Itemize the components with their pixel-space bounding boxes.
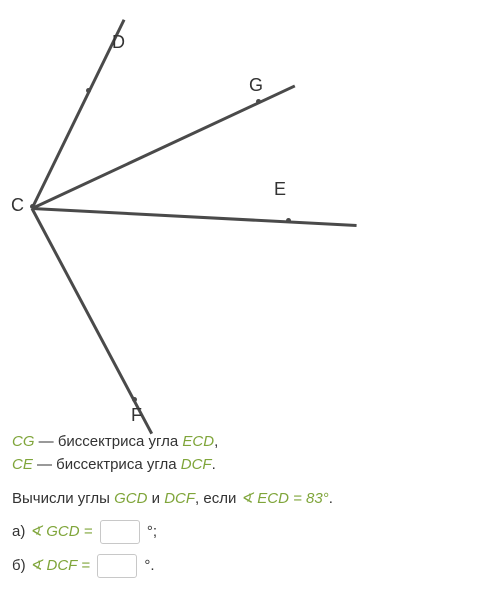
label-D: D	[112, 32, 125, 53]
given-line-1: CG — биссектриса угла ECD, CE — биссектр…	[12, 430, 488, 477]
input-GCD[interactable]	[100, 520, 140, 544]
label-E: E	[274, 179, 286, 200]
tick-G	[256, 99, 261, 104]
seg-CG: CG	[12, 433, 35, 450]
input-DCF[interactable]	[97, 554, 137, 578]
tick-F	[132, 397, 137, 402]
answer-a: а) ∢ GCD = °;	[12, 520, 488, 544]
tick-D	[86, 88, 91, 93]
ray-E	[32, 207, 357, 227]
seg-CE: CE	[12, 456, 33, 473]
task-line: Вычисли углы GCD и DCF, если ∢ ECD = 83°…	[12, 487, 488, 510]
label-F: F	[131, 405, 142, 426]
label-G: G	[249, 75, 263, 96]
answer-b: б) ∢ DCF = °.	[12, 554, 488, 578]
angle-ECD: ECD	[182, 433, 214, 450]
label-C: C	[11, 195, 24, 216]
geometry-diagram: C DGEF	[12, 12, 432, 412]
problem-statement: CG — биссектриса угла ECD, CE — биссектр…	[12, 430, 488, 578]
angle-DCF: DCF	[181, 456, 212, 473]
given-angle: ∢ ECD = 83°	[241, 490, 329, 507]
